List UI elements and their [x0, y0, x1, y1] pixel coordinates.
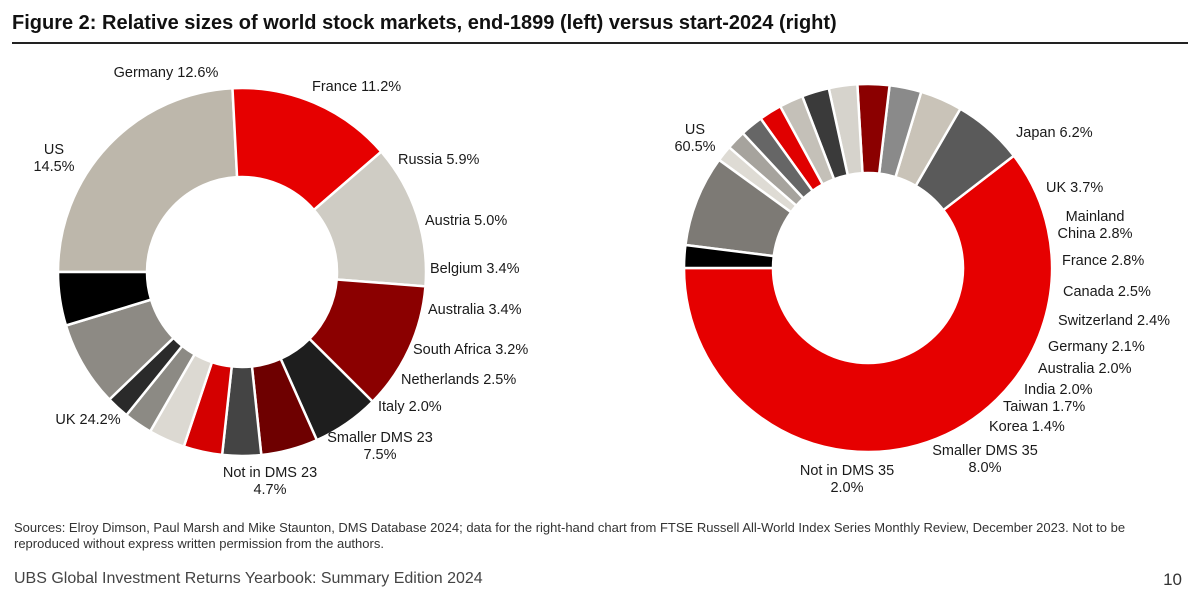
slice-right-not-in-dms-35: [682, 243, 775, 270]
sources-note: Sources: Elroy Dimson, Paul Marsh and Mi…: [14, 520, 1126, 551]
label-right-australia: Australia 2.0%: [1038, 361, 1132, 377]
label-right-japan: Japan 6.2%: [1016, 125, 1093, 141]
label-right-not-in-dms-35: Not in DMS 35 2.0%: [800, 463, 894, 496]
label-right-us: US 60.5%: [674, 122, 715, 155]
label-left-south-africa: South Africa 3.2%: [413, 342, 528, 358]
label-left-netherlands: Netherlands 2.5%: [401, 372, 516, 388]
donut-chart-left: UK 24.2% US 14.5% Germany 12.6% France 11.2%…: [33, 65, 528, 498]
donut-charts: UK 24.2% US 14.5% Germany 12.6% France 11.2%…: [33, 65, 1170, 498]
label-left-uk: UK 24.2%: [55, 412, 120, 428]
donut-chart-right: US 60.5% Japan 6.2% UK 3.7% Mainland China 2.…: [674, 82, 1170, 496]
slice-left-uk: [56, 86, 239, 274]
label-left-austria: Austria 5.0%: [425, 213, 507, 229]
label-right-france: France 2.8%: [1062, 253, 1144, 269]
slice-left-not-in-dms-23: [56, 270, 153, 327]
label-right-smaller-dms-35: Smaller DMS 35 8.0%: [932, 443, 1038, 476]
label-right-germany: Germany 2.1%: [1048, 339, 1145, 355]
label-right-mainland-china: Mainland China 2.8%: [1058, 209, 1133, 242]
page-number: 10: [1163, 570, 1182, 589]
label-left-russia: Russia 5.9%: [398, 152, 480, 168]
label-left-germany: Germany 12.6%: [114, 65, 219, 81]
label-left-belgium: Belgium 3.4%: [430, 261, 520, 277]
label-right-switzerland: Switzerland 2.4%: [1058, 313, 1170, 329]
label-right-korea: Korea 1.4%: [989, 419, 1065, 435]
label-left-italy: Italy 2.0%: [378, 399, 442, 415]
label-right-uk: UK 3.7%: [1046, 180, 1103, 196]
label-left-smaller-dms-23: Smaller DMS 23 7.5%: [327, 430, 433, 463]
slice-right-us: [682, 154, 1054, 454]
label-left-us: US 14.5%: [33, 142, 74, 175]
label-left-france: France 11.2%: [312, 79, 401, 95]
label-right-india: India 2.0%: [1024, 382, 1093, 398]
label-left-not-in-dms-23: Not in DMS 23 4.7%: [223, 465, 317, 498]
footer-publication: UBS Global Investment Returns Yearbook: …: [14, 570, 483, 587]
label-right-canada: Canada 2.5%: [1063, 284, 1151, 300]
label-right-taiwan: Taiwan 1.7%: [1003, 399, 1085, 415]
label-left-australia: Australia 3.4%: [428, 302, 522, 318]
title-rule: [12, 42, 1188, 44]
figure-title: Figure 2: Relative sizes of world stock …: [12, 12, 837, 34]
